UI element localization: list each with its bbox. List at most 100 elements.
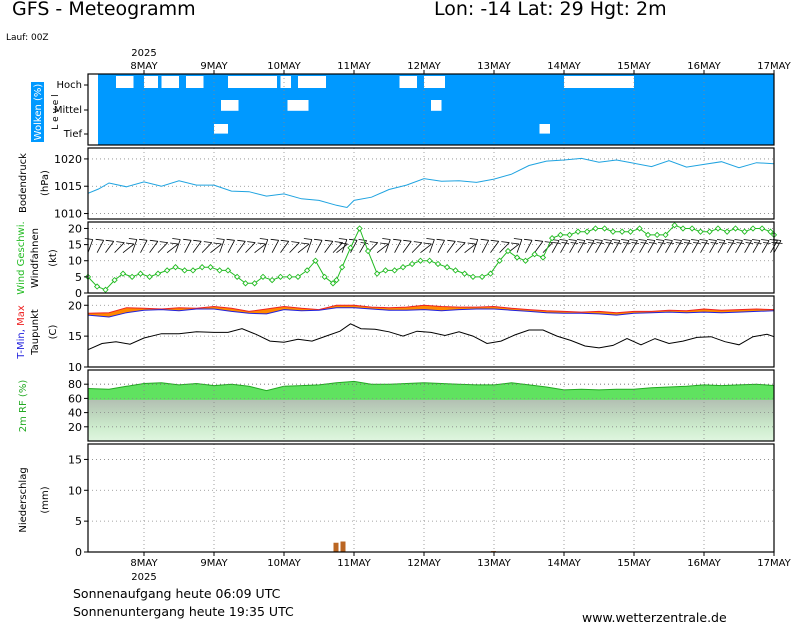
wind-barb-flag <box>324 239 333 242</box>
cloud-clear-gap <box>280 76 291 88</box>
wind-barb-flag <box>423 242 432 245</box>
wind-barb-flag <box>578 242 587 244</box>
wind-speed-point <box>741 228 748 235</box>
wind-speed-point <box>399 264 407 271</box>
wind-barb <box>114 242 125 253</box>
wind-barb-flag <box>247 241 256 243</box>
wind-barb-flag <box>708 239 717 241</box>
wind-barb-flag <box>664 239 673 241</box>
wind-barb-flag <box>213 242 222 245</box>
y-tick-label: 80 <box>68 378 82 391</box>
wind-speed-point <box>583 228 591 235</box>
humidity-axis-title-part: 2m RF (%) <box>18 380 29 433</box>
y-tick-label: 20 <box>68 222 82 235</box>
wind-barb-flag <box>576 239 586 241</box>
wind-barb <box>464 243 476 253</box>
wind-barb-flag <box>257 242 266 245</box>
wind-barb-flag <box>553 242 561 244</box>
cloud-clear-gap <box>287 100 309 111</box>
panel-frame-pressure <box>87 147 775 220</box>
pressure-unit-part: (hPa) <box>40 170 51 196</box>
precip-axis-title-part: Niederschlag <box>18 467 29 532</box>
wind-barb-flag <box>501 241 510 243</box>
cloud-clear-gap <box>144 76 158 88</box>
wind-barb-flag <box>559 239 568 241</box>
y-tick-label: 1010 <box>54 208 82 221</box>
x-label-bottom: 13MAY <box>477 558 511 569</box>
temperature-axis-title-part: Max <box>16 305 27 326</box>
wind-barb-flag <box>603 239 612 241</box>
wind-speed-point <box>233 273 241 281</box>
cloud-axis-title: Wolken (%) <box>33 84 44 141</box>
x-label-bottom: 12MAY <box>407 558 441 569</box>
wind-speed-point <box>688 225 696 232</box>
wind-speed-point <box>644 231 652 239</box>
wind-speed-point <box>706 228 713 235</box>
wind-barb-flag <box>673 239 682 241</box>
wind-barb <box>262 239 269 253</box>
wind-barb <box>709 240 717 253</box>
wind-barb <box>394 240 402 253</box>
panel-bg-wind <box>88 222 774 293</box>
wind-barb <box>175 239 181 253</box>
wind-speed-point <box>426 257 433 264</box>
wind-barb-flag <box>84 238 93 240</box>
wind-speed-point <box>154 270 162 277</box>
wind-speed-point <box>627 228 634 235</box>
cloud-level-label: Hoch <box>57 80 82 91</box>
wind-barb-flag <box>734 239 743 241</box>
y-tick-label: 20 <box>68 421 82 434</box>
wind-speed-point <box>277 273 284 281</box>
wind-barb <box>297 243 310 253</box>
wind-speed-point <box>513 254 521 261</box>
dewpoint-line <box>87 323 775 351</box>
precip-bar <box>340 541 346 552</box>
wind-speed-point <box>408 260 416 268</box>
wind-barb <box>773 240 782 253</box>
wind-barb <box>665 240 673 253</box>
wind-barb-flag <box>125 242 135 245</box>
wind-speed-point <box>207 264 214 271</box>
wind-barb-flag <box>170 242 179 245</box>
wind-barb-flag <box>544 241 553 243</box>
wind-barb-flag <box>728 242 736 244</box>
wind-barb <box>429 239 435 253</box>
cloud-clear-gap <box>228 76 277 88</box>
wind-speed-point <box>671 222 678 229</box>
cloud-title-box <box>31 82 44 142</box>
panel-frame-precip <box>87 443 775 553</box>
x-label-top: 17MAY <box>757 61 791 72</box>
tmax-line <box>87 304 775 314</box>
wind-barb <box>96 240 105 253</box>
wind-barb <box>192 241 202 253</box>
wind-barb-flag <box>382 238 391 240</box>
wind-speed-point <box>172 264 179 271</box>
wind-barb <box>569 240 577 253</box>
wind-speed-point <box>714 225 722 232</box>
wind-barb-flag <box>623 242 631 244</box>
wind-speed-point <box>469 273 477 281</box>
wind-speed-point <box>268 276 276 284</box>
website-link[interactable]: www.wetterzentrale.de <box>582 610 727 625</box>
wind-barb <box>446 241 456 253</box>
wind-barb-flag <box>594 239 603 241</box>
cloud-level-title-part: L e v e l <box>51 94 61 129</box>
wind-speed-point <box>321 273 328 281</box>
wind-barb-flag <box>605 242 614 244</box>
pressure-axis-title-part: Bodendruck <box>18 153 29 213</box>
wind-barb-flag <box>259 238 268 240</box>
wind-barb-flag <box>360 242 369 244</box>
x-label-top: 10MAY <box>267 61 301 72</box>
wind-barb <box>166 243 179 253</box>
cloud-level-title: L e v e l <box>51 94 61 129</box>
wind-barb <box>236 241 246 253</box>
wind-speed-point <box>128 273 136 281</box>
wind-barb-flag <box>570 242 579 244</box>
y-tick-label: 15 <box>68 330 82 343</box>
wind-speed-point <box>592 225 599 232</box>
wind-barb-flag <box>116 241 125 243</box>
run-label: Lauf: 00Z <box>6 33 49 43</box>
temperature-axis-title: T-Min, Max <box>16 305 27 360</box>
pressure-unit: (hPa) <box>40 170 51 196</box>
wind-barb-flag <box>629 239 638 241</box>
